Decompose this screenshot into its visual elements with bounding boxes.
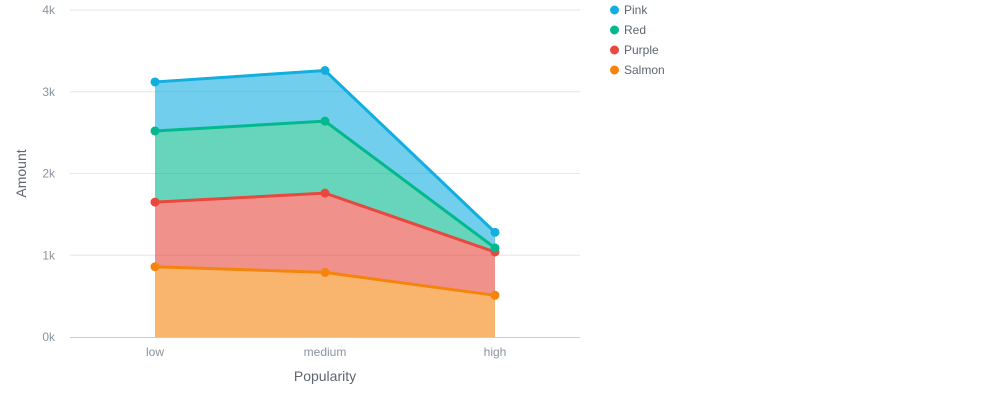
y-tick-label: 1k	[42, 248, 56, 262]
point-purple[interactable]	[320, 188, 330, 198]
x-axis-title: Popularity	[294, 368, 356, 384]
y-tick-label: 0k	[42, 330, 56, 344]
point-red[interactable]	[320, 116, 330, 126]
legend-label: Red	[624, 23, 646, 37]
point-pink[interactable]	[490, 227, 500, 237]
legend[interactable]: Pink Red Purple Salmon	[610, 3, 665, 77]
y-tick-label: 4k	[42, 3, 56, 17]
y-tick-label: 3k	[42, 85, 56, 99]
legend-item-purple[interactable]: Purple	[610, 43, 659, 57]
area-purple	[155, 193, 495, 296]
legend-marker	[610, 5, 619, 15]
y-tick-label: 2k	[42, 167, 56, 181]
legend-marker	[610, 65, 619, 75]
area-pink	[155, 70, 495, 248]
point-purple[interactable]	[150, 197, 160, 207]
point-red[interactable]	[150, 126, 160, 136]
point-pink[interactable]	[320, 65, 330, 75]
legend-marker	[610, 45, 619, 55]
series-areas	[155, 70, 495, 337]
point-salmon[interactable]	[490, 290, 500, 300]
point-salmon[interactable]	[150, 262, 160, 272]
point-salmon[interactable]	[320, 267, 330, 277]
x-tick-label: medium	[304, 345, 347, 359]
legend-marker	[610, 25, 619, 35]
y-axis-title: Amount	[13, 149, 29, 197]
x-tick-label: low	[146, 345, 164, 359]
legend-label: Salmon	[624, 63, 665, 77]
series-points	[150, 65, 500, 300]
legend-label: Purple	[624, 43, 659, 57]
legend-item-red[interactable]: Red	[610, 23, 646, 37]
legend-item-salmon[interactable]: Salmon	[610, 63, 665, 77]
point-pink[interactable]	[150, 77, 160, 87]
axes: 0k 1k 2k 3k 4k low medium high	[42, 3, 580, 359]
legend-item-pink[interactable]: Pink	[610, 3, 648, 17]
x-tick-label: high	[484, 345, 507, 359]
point-red[interactable]	[490, 243, 500, 253]
area-red	[155, 121, 495, 252]
legend-label: Pink	[624, 3, 648, 17]
